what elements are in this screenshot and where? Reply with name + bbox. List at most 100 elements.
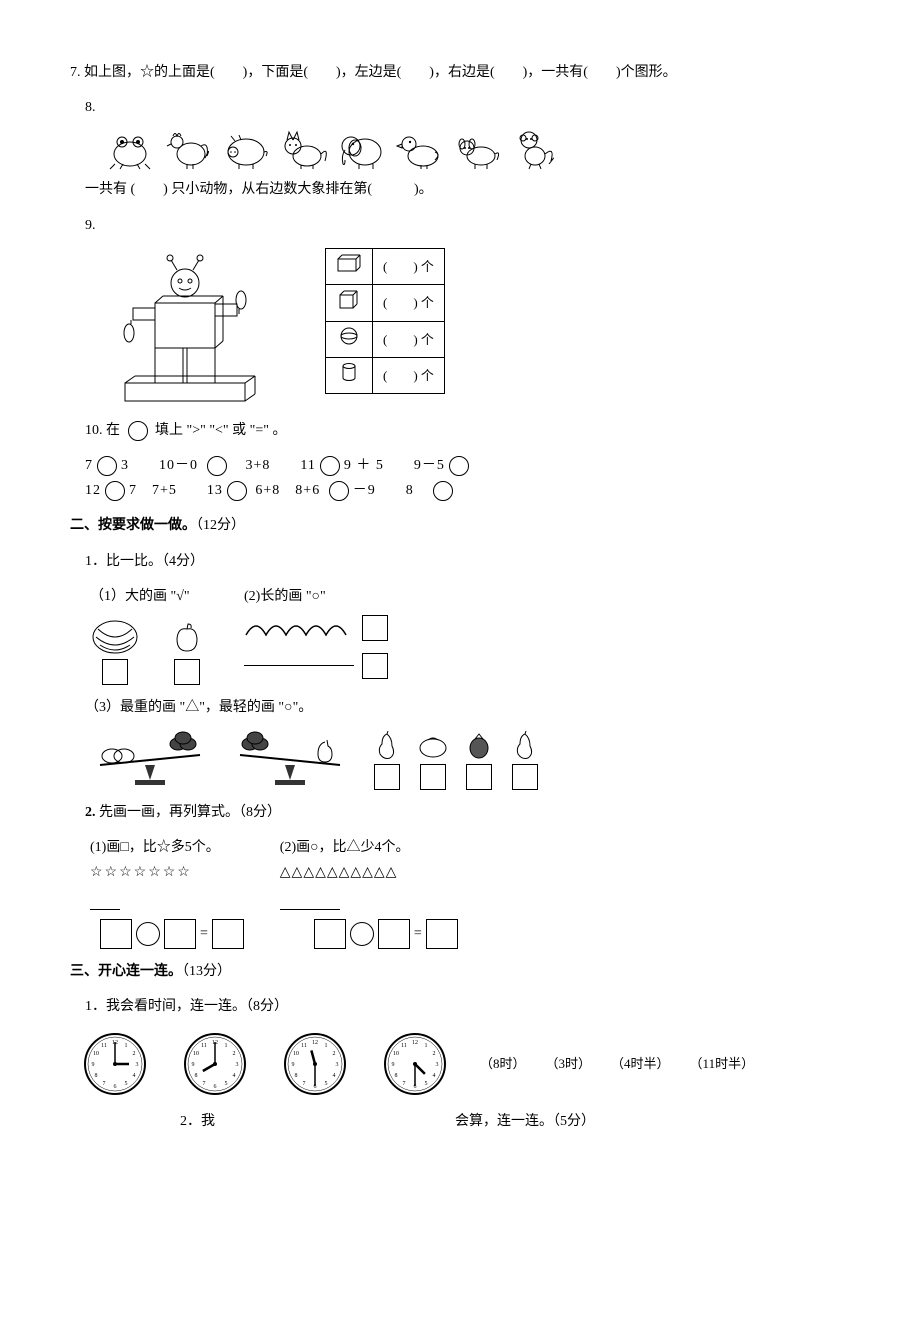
svg-text:2: 2: [433, 1051, 436, 1057]
num-box[interactable]: [212, 919, 244, 949]
num-box[interactable]: [378, 919, 410, 949]
equation-row: = =: [100, 919, 850, 949]
svg-text:3: 3: [436, 1062, 439, 1068]
svg-text:5: 5: [425, 1081, 428, 1087]
svg-text:2: 2: [133, 1051, 136, 1057]
time-labels: （8时） （3时） （4时半） （11时半）: [480, 1052, 754, 1075]
section3-title: 三、开心连一连。（13分）: [70, 959, 850, 984]
cylinder-icon: [336, 362, 362, 382]
s2q1: 1．比一比。（4分）: [85, 549, 850, 574]
cube-icon: [336, 289, 362, 309]
time-label: （11时半）: [690, 1052, 755, 1075]
svg-text:6: 6: [214, 1084, 217, 1090]
op-circle[interactable]: [350, 922, 374, 946]
rooster-icon: [163, 126, 213, 171]
q9: 9. ( ) 个 ( ) 个 ( ) 个 ( ) 个: [85, 213, 850, 408]
time-label: （8时）: [480, 1052, 526, 1075]
svg-text:12: 12: [312, 1040, 318, 1046]
num-box[interactable]: [314, 919, 346, 949]
cuboid-icon: [336, 253, 362, 273]
num-box[interactable]: [100, 919, 132, 949]
op-circle[interactable]: [136, 922, 160, 946]
svg-text:8: 8: [294, 1073, 297, 1079]
svg-text:4: 4: [433, 1073, 436, 1079]
svg-text:4: 4: [133, 1073, 136, 1079]
svg-text:4: 4: [233, 1073, 236, 1079]
shape-count-table: ( ) 个 ( ) 个 ( ) 个 ( ) 个: [325, 248, 445, 395]
strawberry-icon: [462, 730, 496, 760]
q10-row2: 127 7+5 13 6+8 8+6 －9 8: [85, 478, 850, 503]
s2q1-2-label: (2)长的画 "○": [244, 584, 388, 609]
svg-text:1: 1: [325, 1043, 328, 1049]
balance-row: [90, 730, 850, 790]
clock-1: 123456789101112: [80, 1029, 150, 1099]
robot-figure: [105, 248, 265, 408]
draw-blank[interactable]: [90, 895, 120, 910]
duck-icon: [395, 126, 445, 171]
svg-text:8: 8: [94, 1073, 97, 1079]
svg-text:3: 3: [336, 1062, 339, 1068]
svg-text:5: 5: [125, 1081, 128, 1087]
clock-3: 123456789101112: [280, 1029, 350, 1099]
svg-text:9: 9: [192, 1062, 195, 1068]
num-box[interactable]: [426, 919, 458, 949]
svg-text:2: 2: [233, 1051, 236, 1057]
clock-2: 123456789101112: [180, 1029, 250, 1099]
svg-text:10: 10: [393, 1051, 399, 1057]
s2q2-2-label: (2)画○，比△少4个。: [280, 835, 410, 860]
circle-blank[interactable]: [128, 421, 148, 441]
balance-1: [90, 730, 210, 790]
svg-text:7: 7: [403, 1081, 406, 1087]
time-label: （4时半）: [611, 1052, 670, 1075]
draw-blank[interactable]: [280, 895, 340, 910]
answer-box[interactable]: [362, 653, 388, 679]
num-box[interactable]: [164, 919, 196, 949]
s3q2-b: 会算，连一连。（5分）: [455, 1109, 595, 1134]
svg-text:7: 7: [203, 1081, 206, 1087]
wavy-line-icon: [244, 615, 354, 641]
apple-icon: [170, 621, 204, 655]
answer-box[interactable]: [466, 764, 492, 790]
svg-text:11: 11: [301, 1043, 307, 1049]
svg-text:2: 2: [333, 1051, 336, 1057]
clock-4: 123456789101112: [380, 1029, 450, 1099]
svg-text:12: 12: [412, 1040, 418, 1046]
straight-line: [244, 665, 354, 667]
cat-icon: [279, 126, 329, 171]
draw-row: (1)画□，比☆多5个。 ☆☆☆☆☆☆☆ (2)画○，比△少4个。 △△△△△△…: [90, 835, 850, 911]
section2-title: 二、按要求做一做。（12分）: [70, 513, 850, 538]
answer-box[interactable]: [362, 615, 388, 641]
svg-text:10: 10: [193, 1051, 199, 1057]
svg-text:9: 9: [392, 1062, 395, 1068]
q10: 10. 在 填上 ">" "<" 或 "=" 。: [85, 418, 850, 443]
svg-text:11: 11: [101, 1043, 107, 1049]
svg-text:1: 1: [425, 1043, 428, 1049]
clocks-row: 123456789101112 123456789101112 12345678…: [80, 1029, 850, 1099]
svg-text:9: 9: [92, 1062, 95, 1068]
svg-text:1: 1: [125, 1043, 128, 1049]
q8-num: 8.: [85, 100, 96, 115]
pear-icon: [370, 730, 404, 760]
triangles: △△△△△△△△△△: [280, 860, 410, 885]
answer-box[interactable]: [174, 659, 200, 685]
svg-text:5: 5: [325, 1081, 328, 1087]
monkey-icon: [511, 126, 561, 171]
sphere-icon: [336, 326, 362, 346]
answer-box[interactable]: [102, 659, 128, 685]
svg-text:7: 7: [103, 1081, 106, 1087]
animals-row: [105, 126, 850, 171]
answer-box[interactable]: [512, 764, 538, 790]
q8-text: 一共有 ( ) 只小动物，从右边数大象排在第( )。: [85, 177, 850, 202]
s2q2: 2.2. 先画一画，再列算式。（8分） 先画一画，再列算式。（8分）: [85, 800, 850, 825]
pear2-icon: [508, 730, 542, 760]
answer-box[interactable]: [374, 764, 400, 790]
s3q1: 1．我会看时间，连一连。（8分）: [85, 994, 850, 1019]
s2q1-3: （3）最重的画 "△"，最轻的画 "○"。: [85, 695, 850, 720]
svg-text:3: 3: [136, 1062, 139, 1068]
time-label: （3时）: [546, 1052, 592, 1075]
svg-text:8: 8: [194, 1073, 197, 1079]
answer-box[interactable]: [420, 764, 446, 790]
svg-text:7: 7: [303, 1081, 306, 1087]
svg-text:10: 10: [293, 1051, 299, 1057]
q10-title-a: 10. 在: [85, 423, 120, 438]
